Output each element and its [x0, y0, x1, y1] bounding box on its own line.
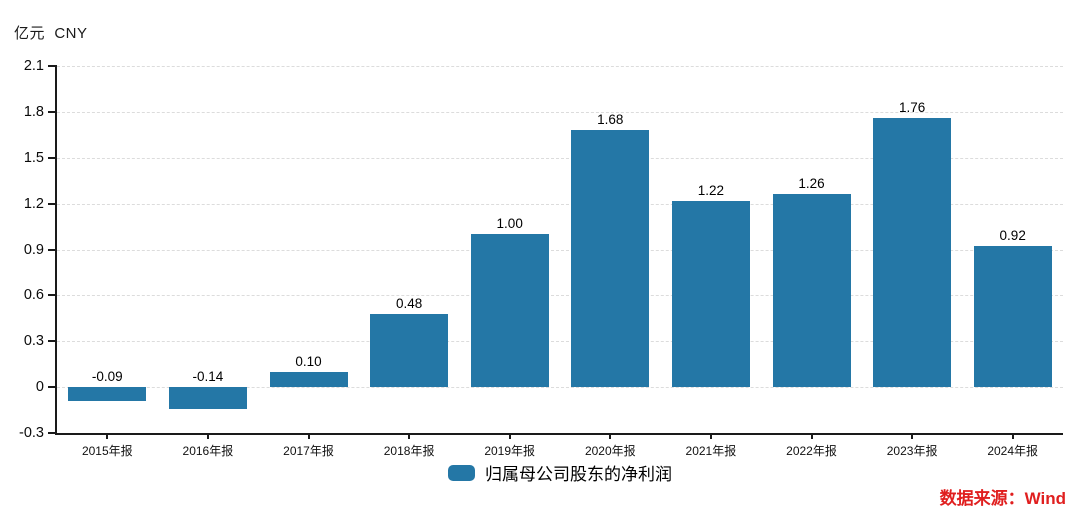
x-tick-label: 2019年报	[484, 444, 536, 458]
bar-value-label: -0.14	[192, 369, 224, 385]
y-gridline	[57, 66, 1063, 67]
x-axis-tick	[307, 433, 310, 439]
y-axis-tick	[48, 386, 57, 389]
x-tick-label: 2018年报	[383, 444, 435, 458]
legend-item[interactable]: 归属母公司股东的净利润	[57, 460, 1063, 485]
bar-value-label: 1.22	[697, 182, 725, 198]
x-axis-tick	[508, 433, 511, 439]
y-tick-label: 0.3	[23, 333, 44, 350]
x-axis-tick	[206, 433, 209, 439]
legend-label: 归属母公司股东的净利润	[485, 465, 672, 484]
bar-value-label: 0.48	[395, 295, 423, 311]
y-axis-tick	[48, 248, 57, 251]
bar-value-label: 0.92	[999, 228, 1026, 244]
x-axis-tick	[408, 433, 411, 439]
x-axis-tick	[709, 433, 712, 439]
x-tick-label: 2022年报	[786, 444, 837, 458]
bar-2017年报[interactable]	[269, 371, 348, 388]
bar-2023年报[interactable]	[873, 117, 952, 388]
x-tick-label: 2023年报	[886, 444, 938, 458]
x-axis-line	[55, 433, 1063, 435]
bar-value-label: -0.09	[91, 369, 123, 385]
bar-2024年报[interactable]	[973, 246, 1052, 388]
y-axis-tick	[48, 340, 57, 343]
y-gridline	[57, 203, 1063, 205]
y-gridline	[57, 341, 1063, 343]
y-tick-label: -0.3	[19, 425, 44, 441]
x-tick-label: 2021年报	[685, 444, 737, 458]
bar-2021年报[interactable]	[671, 200, 750, 388]
y-tick-label: 1.5	[23, 149, 44, 166]
x-axis-tick	[106, 433, 109, 439]
y-gridline	[57, 387, 1063, 389]
bar-2022年报[interactable]	[772, 194, 851, 388]
x-axis-tick	[609, 433, 612, 439]
y-gridline	[57, 249, 1063, 251]
x-axis-tick	[911, 433, 914, 439]
x-tick-label: 2017年报	[283, 444, 334, 458]
y-tick-label: 2.1	[23, 58, 44, 74]
bar-value-label: 1.26	[798, 176, 825, 192]
y-axis-tick	[48, 110, 57, 113]
y-axis-tick	[48, 156, 57, 159]
y-tick-label: 1.8	[23, 103, 44, 120]
x-tick-label: 2024年报	[987, 444, 1039, 458]
y-gridline	[57, 157, 1063, 159]
y-gridline	[57, 295, 1063, 297]
legend-swatch-icon	[448, 464, 475, 481]
y-gridline	[57, 111, 1063, 113]
x-tick-label: 2015年报	[81, 444, 133, 458]
y-tick-label: 0.9	[23, 241, 44, 258]
bar-value-label: 1.00	[496, 216, 523, 232]
y-tick-label: 0.6	[23, 287, 44, 304]
x-tick-label: 2016年报	[182, 444, 234, 458]
bar-value-label: 1.68	[597, 112, 624, 128]
y-axis-tick	[48, 202, 57, 205]
y-axis-tick	[48, 294, 57, 297]
bar-2020年报[interactable]	[571, 130, 650, 388]
bar-2019年报[interactable]	[470, 234, 549, 388]
bar-value-label: 1.76	[898, 99, 926, 115]
y-tick-label: 1.2	[23, 195, 44, 212]
bar-2016年报[interactable]	[168, 387, 247, 409]
bar-value-label: 0.10	[295, 353, 322, 369]
x-axis-tick	[1011, 433, 1014, 439]
y-tick-label: 0	[35, 379, 44, 396]
bar-2015年报[interactable]	[68, 387, 147, 401]
bar-2018年报[interactable]	[370, 313, 449, 388]
plot-area: 2.1 1.8 1.5 1.2 0.9 0.6 0.3 0 -0.3 2015年报 -0.09 201…	[19, 58, 1063, 458]
y-axis-unit-label: 亿元 CNY	[14, 25, 88, 42]
x-axis-tick	[810, 433, 813, 439]
y-axis-tick	[48, 432, 57, 434]
data-source-label: 数据来源：Wind	[939, 489, 1066, 508]
y-axis-tick	[48, 65, 57, 67]
x-tick-label: 2020年报	[584, 444, 636, 458]
